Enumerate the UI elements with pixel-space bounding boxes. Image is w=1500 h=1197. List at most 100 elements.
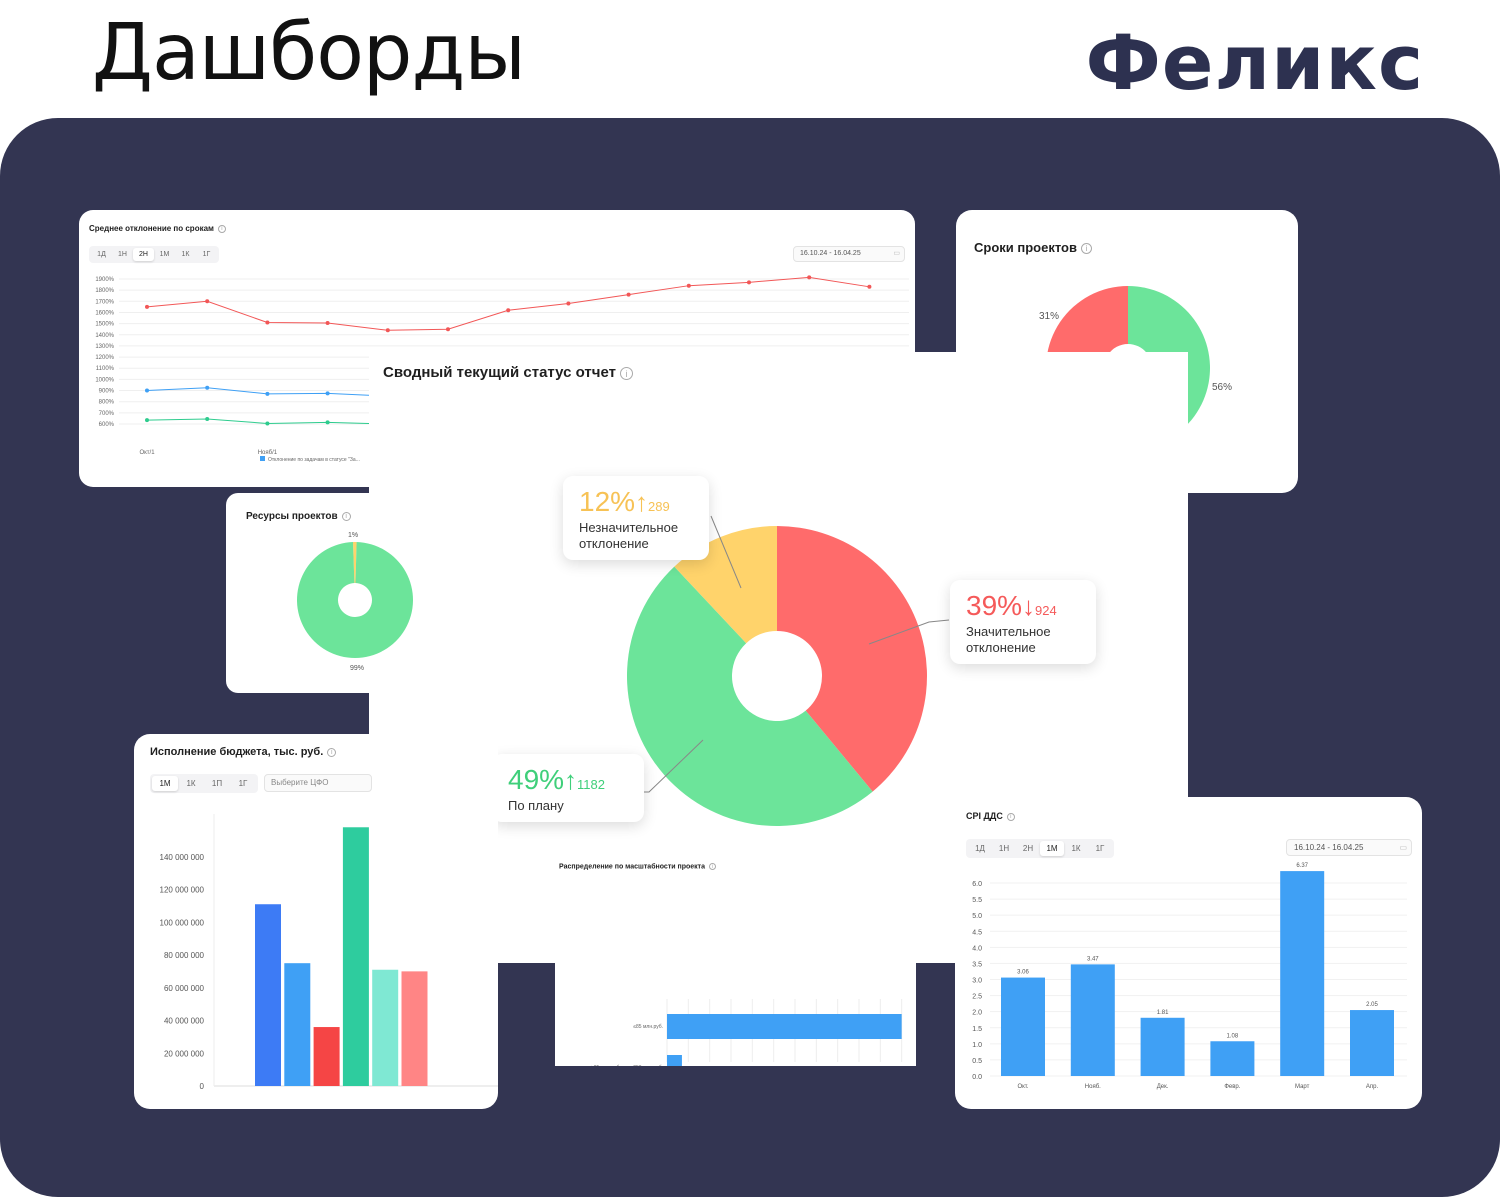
callout-percent: 49% <box>508 764 565 795</box>
y-tick-label: 1500% <box>95 322 114 328</box>
deviation-title-text: Среднее отклонение по срокам <box>89 224 214 233</box>
bar <box>372 969 399 1086</box>
status-slice-0 <box>777 526 927 792</box>
category-label: ≤85 млн.руб. <box>633 1024 663 1030</box>
bar <box>255 904 281 1086</box>
resources-slice-1 <box>297 542 413 658</box>
dashboard-stage: Среднее отклонение по срокам i 1Д 1Н 2Н 1М 1К… <box>0 118 1500 1197</box>
info-icon[interactable]: i <box>341 511 351 521</box>
data-point <box>325 321 330 326</box>
y-tick-label: 6.0 <box>972 881 982 888</box>
callout-label: Незначительное отклонение <box>579 520 679 551</box>
cpi-title-text: CPI ДДС <box>966 811 1003 821</box>
series-line-0 <box>146 276 870 331</box>
data-point <box>325 420 330 425</box>
scale-card: Распределение по масштабности проекта i 0… <box>555 851 916 1066</box>
tab-2Н[interactable]: 2Н <box>133 248 154 261</box>
bar <box>401 971 428 1086</box>
y-tick-label: 1200% <box>95 355 114 361</box>
y-tick-label: 20 000 000 <box>164 1049 205 1058</box>
value-label: 3.06 <box>1017 970 1029 976</box>
tab-1Н[interactable]: 1Н <box>118 251 127 258</box>
tab-1Г[interactable]: 1Г <box>238 779 248 788</box>
info-icon[interactable]: i <box>217 224 226 233</box>
tab-1М[interactable]: 1М <box>152 776 178 791</box>
y-tick-label: 1000% <box>95 377 114 383</box>
budget-period-tabs: 1М 1К 1П 1Г <box>150 774 258 793</box>
data-point <box>747 280 751 285</box>
resources-card-title: Ресурсы проектов i <box>246 511 351 522</box>
tab-1П[interactable]: 1П <box>211 779 223 788</box>
tab-2Н[interactable]: 2Н <box>1022 844 1034 853</box>
data-point <box>506 308 511 313</box>
y-tick-label: 900% <box>99 389 115 395</box>
status-slice-1 <box>626 566 873 827</box>
resources-title-text: Ресурсы проектов <box>246 511 338 522</box>
bar <box>667 1055 682 1066</box>
y-tick-label: 60 000 000 <box>164 984 205 993</box>
slice-label: 56% <box>1212 382 1232 393</box>
info-icon[interactable]: i <box>709 863 716 870</box>
data-point <box>566 301 571 306</box>
tab-1Г[interactable]: 1Г <box>1095 844 1105 853</box>
budget-title-text: Исполнение бюджета, тыс. руб. <box>150 746 324 758</box>
budget-chart: 140 000 000 120 000 000 100 000 000 80 000 … <box>160 814 498 1091</box>
info-icon[interactable]: i <box>327 747 337 757</box>
data-point <box>325 391 330 396</box>
y-tick-label: 700% <box>99 411 115 417</box>
deviation-card-title: Среднее отклонение по срокам i <box>89 224 226 233</box>
tab-1Д[interactable]: 1Д <box>97 251 106 258</box>
tab-1К[interactable]: 1К <box>181 251 190 258</box>
calendar-icon[interactable]: ▭ <box>893 250 900 257</box>
calendar-icon[interactable]: ▭ <box>1399 843 1407 852</box>
tab-1М[interactable]: 1М <box>1040 841 1064 856</box>
arrow-up-icon: ↑ <box>564 765 578 795</box>
x-tick-label: Дек. <box>1157 1084 1169 1090</box>
x-tick-label: Апр. <box>1366 1084 1379 1090</box>
y-tick-label: 80 000 000 <box>164 951 205 960</box>
legend-swatch <box>260 456 265 461</box>
x-tick-label: Окт/1 <box>139 450 155 456</box>
x-tick-label: Март <box>1295 1084 1310 1090</box>
info-icon[interactable]: i <box>1080 243 1092 255</box>
y-tick-label: 4.5 <box>972 929 982 936</box>
tab-1К[interactable]: 1К <box>186 779 196 788</box>
y-tick-label: 4.0 <box>972 945 982 952</box>
cfo-select[interactable]: Выберите ЦФО <box>264 774 372 792</box>
tab-1К[interactable]: 1К <box>1071 844 1081 853</box>
y-tick-label: 1100% <box>96 366 115 372</box>
deviation-period-tabs: 1Д 1Н 2Н 1М 1К 1Г <box>89 246 219 263</box>
tab-1М[interactable]: 1М <box>159 251 170 258</box>
data-point <box>265 320 270 325</box>
y-tick-label: 0.0 <box>972 1074 982 1081</box>
cpi-date-range[interactable]: 16.10.24 - 16.04.25 ▭ <box>1286 839 1412 856</box>
data-point <box>265 391 270 396</box>
y-tick-label: 1800% <box>95 288 114 294</box>
y-tick-label: 2.0 <box>972 1010 982 1017</box>
data-point <box>145 418 149 423</box>
deviation-date-range[interactable]: 16.10.24 - 16.04.25 ▭ <box>793 246 905 262</box>
info-icon[interactable]: i <box>619 366 633 380</box>
y-tick-label: 5.0 <box>972 913 982 920</box>
header: Дашборды Феликс <box>0 0 1500 118</box>
cpi-card: CPI ДДС i 1Д 1Н 2Н 1М 1К 1Г 16.10.24 - 16.04.2… <box>955 797 1422 1109</box>
bar <box>667 1014 902 1039</box>
slice-label: 99% <box>350 665 364 672</box>
tab-1Г[interactable]: 1Г <box>202 251 211 258</box>
callout-label: Значительное отклонение <box>966 624 1051 655</box>
callout-percent: 12% <box>579 486 636 517</box>
bar <box>1210 1041 1255 1076</box>
y-tick-label: 3.5 <box>972 961 982 968</box>
tab-1Н[interactable]: 1Н <box>998 844 1010 853</box>
y-tick-label: 1400% <box>95 333 114 339</box>
data-point <box>867 284 872 289</box>
callout-on-plan: 49%↑1182 По плану <box>492 754 644 822</box>
callout-major-deviation: 39%↓924 Значительное отклонение <box>950 580 1096 664</box>
info-icon[interactable]: i <box>1006 812 1015 821</box>
tab-1Д[interactable]: 1Д <box>975 844 985 853</box>
bar <box>1140 1017 1185 1076</box>
data-point <box>205 416 210 421</box>
data-point <box>686 283 691 288</box>
timeline-card-title: Сроки проектов i <box>974 240 1092 255</box>
callout-label: По плану <box>508 798 564 813</box>
